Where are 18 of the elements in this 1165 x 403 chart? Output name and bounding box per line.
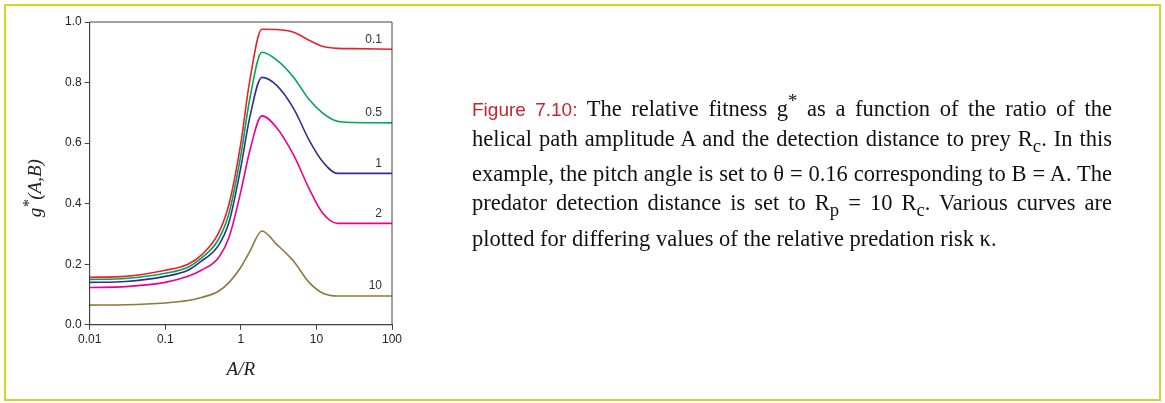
x-tick-label: 100: [381, 332, 403, 347]
y-tick-label: 0.2: [64, 256, 82, 271]
y-tick-label: 0.6: [64, 135, 82, 150]
series-label: 0.5: [365, 105, 383, 120]
x-axis-title: A/R: [224, 357, 256, 379]
series-label: 2: [375, 205, 383, 220]
series-label: 10: [368, 278, 383, 293]
x-tick-label: 0.01: [78, 332, 102, 347]
y-tick-label: 0.4: [64, 195, 82, 210]
y-tick-label: 0.8: [64, 74, 82, 89]
x-tick-label: 0.1: [156, 332, 174, 347]
y-tick-label: 0.0: [64, 317, 82, 332]
y-tick-label: 1.0: [64, 14, 82, 29]
x-tick-label: 1: [237, 332, 245, 347]
x-tick-label: 10: [309, 332, 324, 347]
caption: Figure 7.10:: [472, 98, 578, 120]
series-label: 0.1: [365, 31, 383, 46]
series-label: 1: [375, 155, 383, 170]
